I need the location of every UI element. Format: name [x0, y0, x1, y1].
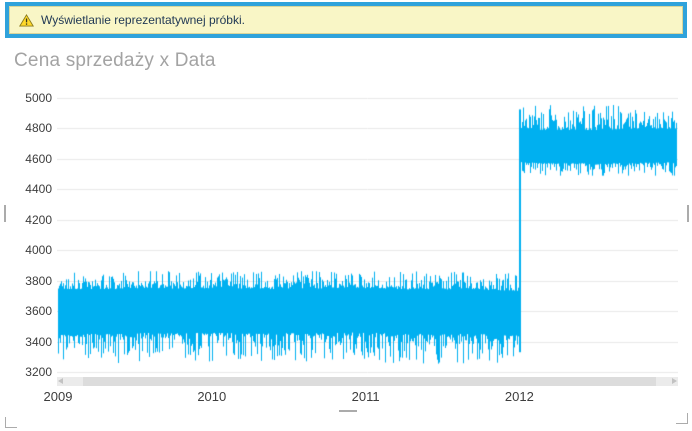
scrollbar-right-arrow-icon[interactable] — [672, 378, 677, 384]
sample-warning-banner: Wyświetlanie reprezentatywnej próbki. — [5, 2, 687, 38]
sample-warning-banner-inner: Wyświetlanie reprezentatywnej próbki. — [9, 6, 683, 34]
y-axis-tick-label: 4800 — [25, 121, 52, 136]
y-axis-tick-label: 4600 — [25, 151, 52, 166]
resize-handle-corner-bottom-right[interactable] — [676, 413, 688, 424]
y-axis-tick-label: 3200 — [25, 365, 52, 379]
x-axis-scrollbar[interactable] — [57, 377, 678, 386]
resize-handle-left[interactable] — [4, 205, 6, 222]
line-chart-plot-area[interactable] — [57, 97, 678, 374]
x-axis-tick-label: 2012 — [504, 389, 534, 404]
y-axis-tick-label: 4400 — [25, 182, 52, 197]
x-axis-tick-label: 2010 — [197, 389, 227, 404]
y-axis-tick-label: 4200 — [25, 212, 52, 227]
y-axis-tick-label: 4000 — [25, 243, 52, 258]
y-axis-tick-label: 3400 — [25, 334, 52, 349]
y-axis-tick-label: 5000 — [25, 91, 52, 105]
x-axis-tick-label: 2009 — [43, 389, 73, 404]
chart-title: Cena sprzedaży x Data — [14, 50, 216, 71]
resize-handle-bottom[interactable] — [339, 410, 357, 412]
scrollbar-left-arrow-icon[interactable] — [58, 378, 63, 384]
scrollbar-thumb[interactable] — [83, 377, 656, 386]
y-axis-tick-label: 3800 — [25, 273, 52, 288]
x-axis-tick-label: 2011 — [351, 389, 380, 404]
sample-warning-text: Wyświetlanie reprezentatywnej próbki. — [41, 13, 245, 27]
y-axis-tick-label: 3600 — [25, 304, 52, 319]
resize-handle-corner-bottom-left[interactable] — [5, 417, 17, 428]
resize-handle-right[interactable] — [687, 205, 689, 222]
warning-icon — [19, 13, 34, 27]
